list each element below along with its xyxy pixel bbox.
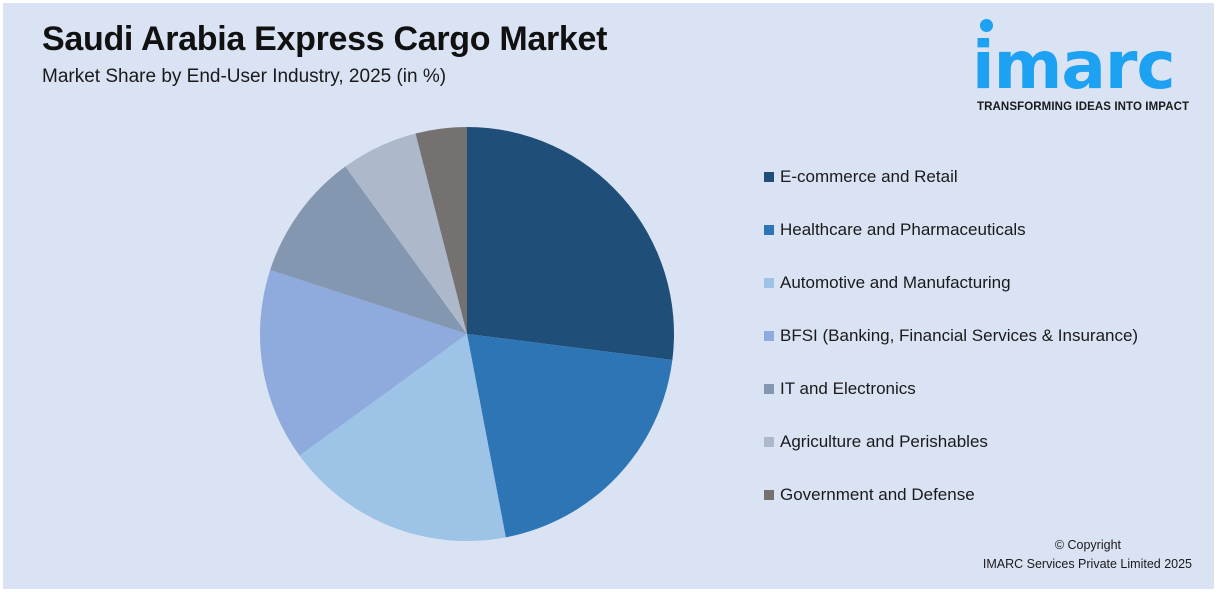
- pie-slice-3: [299, 334, 506, 541]
- legend-swatch-icon: [764, 278, 774, 288]
- legend-label: Healthcare and Pharmaceuticals: [780, 220, 1026, 239]
- legend-swatch-icon: [764, 490, 774, 500]
- legend-swatch-icon: [764, 437, 774, 447]
- chart-subtitle: Market Share by End-User Industry, 2025 …: [42, 66, 447, 87]
- legend-swatch-icon: [764, 331, 774, 341]
- legend-item: BFSI (Banking, Financial Services & Insu…: [764, 325, 1138, 347]
- legend-label: E-commerce and Retail: [780, 167, 958, 186]
- copyright-line1: © Copyright: [1054, 538, 1121, 552]
- chart-legend: E-commerce and Retail Healthcare and Phar…: [764, 166, 1138, 537]
- copyright-notice: © Copyright IMARC Services Private Limit…: [983, 536, 1192, 574]
- legend-item: Automotive and Manufacturing: [764, 272, 1138, 294]
- logo-tagline: TRANSFORMING IDEAS INTO IMPACT: [977, 101, 1190, 113]
- legend-label: IT and Electronics: [780, 379, 916, 398]
- legend-item: Government and Defense: [764, 484, 1138, 506]
- pie-chart: [260, 127, 674, 541]
- legend-label: Agriculture and Perishables: [780, 432, 988, 451]
- copyright-line2: IMARC Services Private Limited 2025: [982, 557, 1192, 571]
- pie-slice-6: [345, 133, 467, 334]
- pie-slice-5: [270, 166, 467, 334]
- chart-container: Saudi Arabia Express Cargo Market Market…: [3, 3, 1214, 589]
- legend-label: Automotive and Manufacturing: [780, 273, 1011, 292]
- logo-wordmark: imarc: [972, 27, 1176, 104]
- legend-item: E-commerce and Retail: [764, 166, 1138, 188]
- legend-label: BFSI (Banking, Financial Services & Insu…: [780, 326, 1139, 345]
- legend-label: Government and Defense: [780, 485, 975, 504]
- pie-slice-4: [260, 270, 467, 456]
- legend-swatch-icon: [764, 172, 774, 182]
- legend-item: Agriculture and Perishables: [764, 431, 1138, 453]
- pie-slice-1: [467, 127, 674, 360]
- legend-swatch-icon: [764, 384, 774, 394]
- legend-item: Healthcare and Pharmaceuticals: [764, 219, 1138, 241]
- imarc-logo: imarc TRANSFORMING IDEAS INTO IMPACT: [968, 15, 1208, 115]
- legend-item: IT and Electronics: [764, 378, 1138, 400]
- pie-slice-2: [467, 334, 673, 538]
- pie-slice-7: [415, 127, 467, 334]
- chart-title: Saudi Arabia Express Cargo Market: [42, 20, 608, 58]
- logo-dot-icon: [980, 19, 993, 32]
- legend-swatch-icon: [764, 225, 774, 235]
